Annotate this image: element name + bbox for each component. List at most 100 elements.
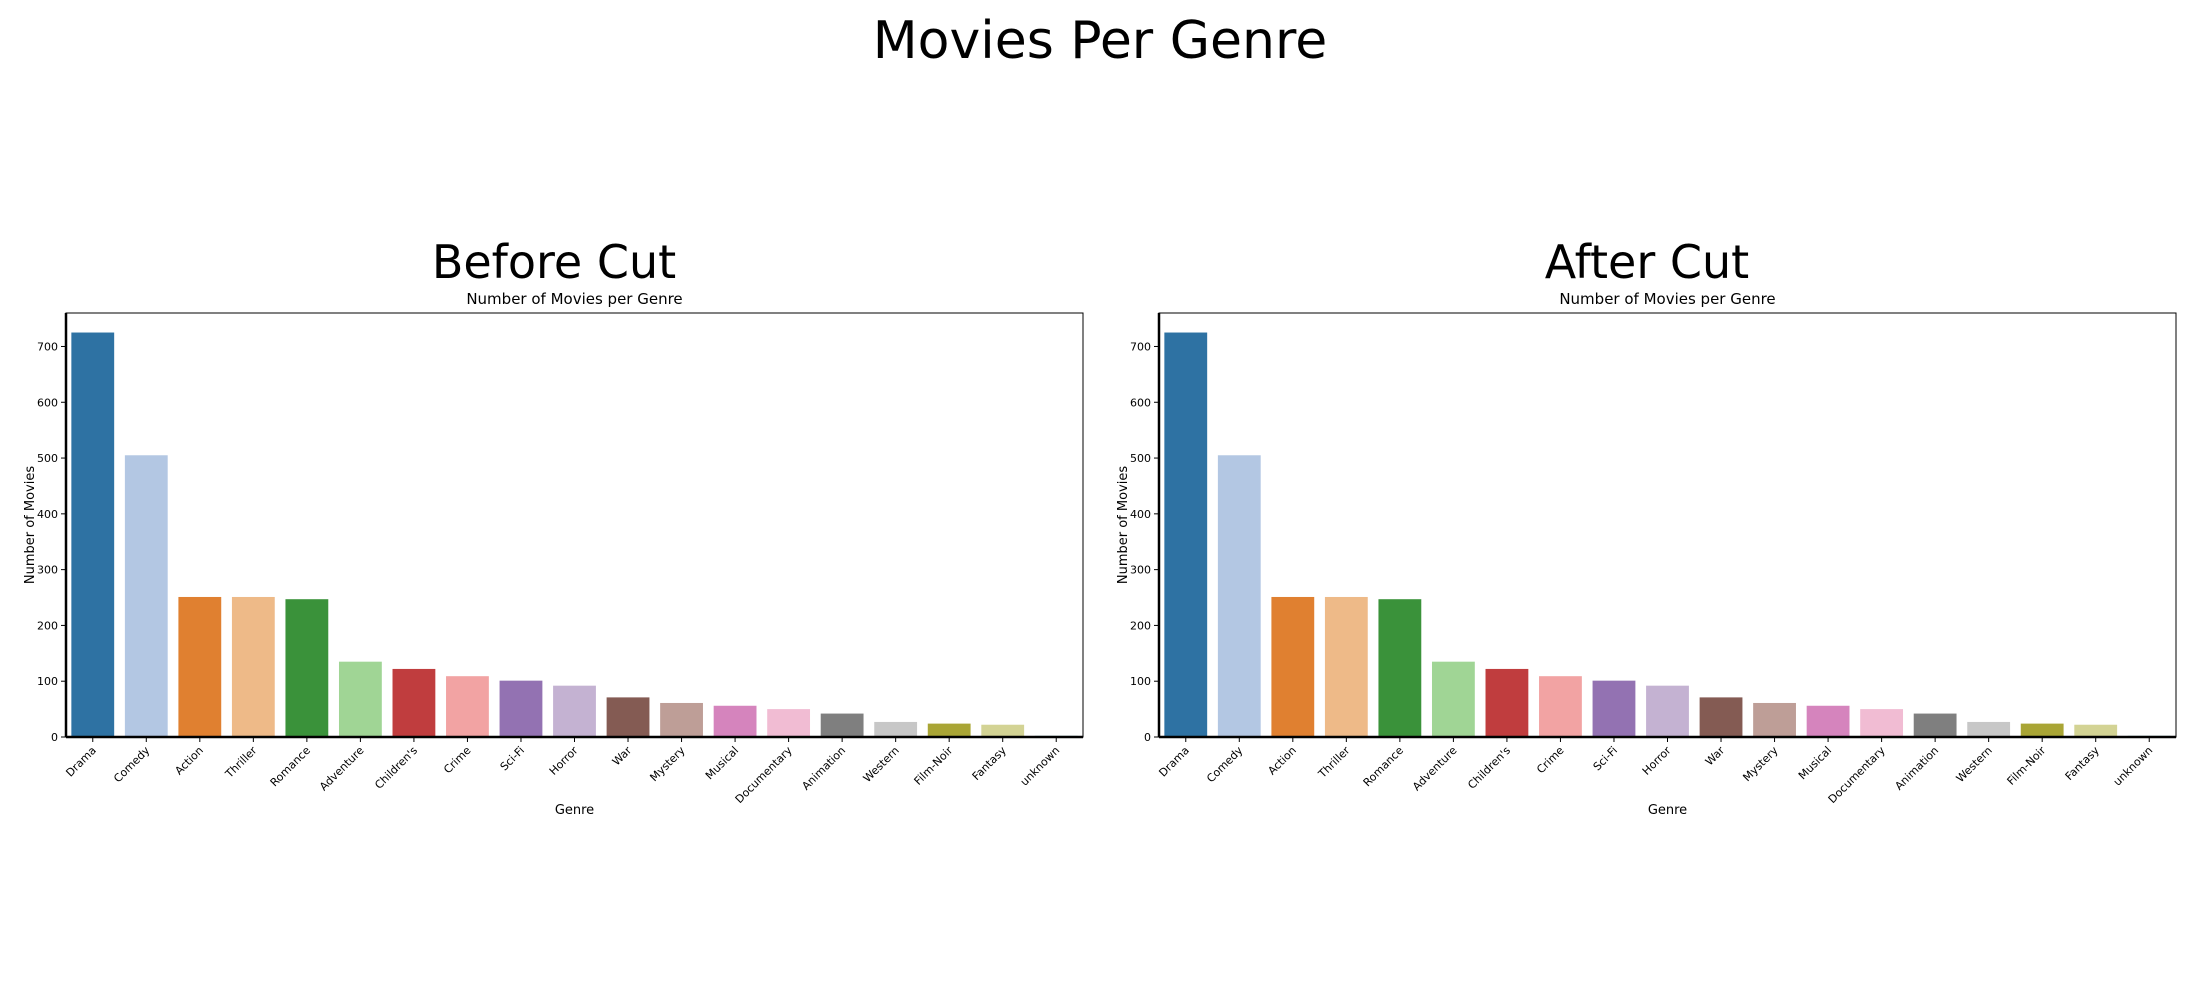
x-tick-label: War [610, 744, 635, 769]
bar-thriller [1324, 596, 1368, 737]
panel-heading: After Cut [1544, 235, 1750, 289]
x-tick-label: Western [1954, 744, 1995, 785]
bar-children-s [392, 668, 436, 737]
x-tick-label: Thriller [1315, 744, 1353, 782]
bar-horror [553, 685, 596, 737]
x-tick-label: Documentary [733, 744, 795, 806]
x-tick-label: Mystery [647, 744, 688, 785]
bar-adventure [338, 661, 382, 737]
y-tick-label: 300 [1130, 564, 1151, 577]
bar-romance [1378, 599, 1422, 737]
bar-documentary [1860, 709, 1904, 737]
panel-heading: Before Cut [431, 235, 677, 289]
y-tick-label: 500 [37, 452, 58, 465]
bar-adventure [1431, 661, 1475, 737]
bar-sci-fi [499, 680, 543, 737]
x-tick-label: Sci-Fi [498, 744, 527, 773]
chart-title: Number of Movies per Genre [466, 290, 682, 308]
bar-children-s [1485, 668, 1529, 737]
figure-title: Movies Per Genre [872, 11, 1328, 71]
x-tick-label: Thriller [222, 744, 260, 782]
y-tick-label: 200 [37, 619, 58, 632]
bar-comedy [1217, 455, 1261, 737]
bar-mystery [1753, 702, 1796, 737]
y-tick-label: 0 [1144, 731, 1151, 744]
x-tick-label: Western [861, 744, 902, 785]
bar-animation [1913, 713, 1957, 737]
y-axis-label: Number of Movies [1116, 466, 1131, 584]
y-tick-label: 700 [37, 340, 58, 353]
x-tick-label: Musical [703, 744, 741, 782]
y-tick-label: 400 [37, 508, 58, 521]
x-tick-label: Fantasy [2063, 744, 2102, 783]
x-tick-label: Drama [1156, 744, 1191, 779]
x-tick-label: Romance [268, 744, 314, 790]
bar-musical [1806, 705, 1850, 737]
x-tick-label: Children's [372, 744, 420, 792]
bar-film-noir [2020, 723, 2064, 737]
x-tick-label: Crime [441, 744, 474, 777]
bar-fantasy [981, 724, 1025, 737]
x-tick-label: unknown [1018, 744, 1063, 789]
x-tick-label: Romance [1361, 744, 1407, 790]
bar-war [606, 697, 650, 737]
bar-film-noir [927, 723, 971, 737]
y-tick-label: 100 [37, 675, 58, 688]
after-cut-chart: Number of Movies per Genre 0 100 200 300 400 5… [1116, 290, 2177, 818]
x-tick-label: Action [172, 744, 206, 778]
x-tick-label: unknown [2111, 744, 2156, 789]
x-tick-label: War [1703, 744, 1728, 769]
bar-war [1699, 697, 1743, 737]
x-tick-label: Film-Noir [2005, 744, 2049, 788]
bar-western [874, 721, 918, 737]
bar-fantasy [2074, 724, 2118, 737]
x-axis-label: Genre [555, 803, 594, 818]
after-cut-panel: After Cut Number of Movies per Genre 0 100… [1093, 0, 2193, 1000]
bar-romance [285, 599, 329, 737]
x-tick-label: Animation [1892, 744, 1941, 793]
x-tick-label: Horror [547, 744, 581, 778]
x-axis-label: Genre [1648, 803, 1687, 818]
bar-sci-fi [1592, 680, 1636, 737]
y-tick-label: 500 [1130, 452, 1151, 465]
before-cut-panel: Before Cut Number of Movies per Genre 0 10… [23, 235, 1084, 818]
x-tick-label: Children's [1465, 744, 1513, 792]
x-tick-label: Mystery [1740, 744, 1781, 785]
x-tick-label: Crime [1534, 744, 1567, 777]
bar-horror [1646, 685, 1689, 737]
y-tick-label: 700 [1130, 340, 1151, 353]
y-tick-label: 600 [37, 396, 58, 409]
y-tick-label: 0 [51, 731, 58, 744]
chart-title: Number of Movies per Genre [1559, 290, 1775, 308]
x-tick-label: Drama [63, 744, 98, 779]
x-tick-label: Action [1265, 744, 1299, 778]
x-tick-label: Musical [1796, 744, 1834, 782]
x-tick-label: Adventure [317, 744, 367, 794]
x-tick-label: Fantasy [970, 744, 1009, 783]
y-tick-label: 400 [1130, 508, 1151, 521]
bar-crime [1539, 676, 1582, 737]
y-tick-label: 300 [37, 564, 58, 577]
x-tick-label: Film-Noir [912, 744, 956, 788]
y-tick-label: 100 [1130, 675, 1151, 688]
x-tick-label: Sci-Fi [1591, 744, 1620, 773]
x-tick-label: Horror [1640, 744, 1674, 778]
bar-drama [1164, 332, 1208, 737]
before-cut-chart: Number of Movies per Genre 0 100 200 300 400 5… [23, 290, 1084, 818]
bar-comedy [124, 455, 168, 737]
y-tick-label: 200 [1130, 619, 1151, 632]
bar-crime [446, 676, 489, 737]
bar-drama [71, 332, 115, 737]
bar-animation [820, 713, 864, 737]
bar-documentary [767, 709, 811, 737]
y-tick-label: 600 [1130, 396, 1151, 409]
bar-action [1271, 596, 1315, 737]
x-tick-label: Documentary [1826, 744, 1888, 806]
bar-western [1967, 721, 2011, 737]
x-tick-label: Comedy [1204, 744, 1246, 786]
bar-action [178, 596, 222, 737]
x-tick-label: Adventure [1410, 744, 1460, 794]
x-tick-label: Comedy [111, 744, 153, 786]
bar-musical [713, 705, 757, 737]
x-tick-label: Animation [799, 744, 848, 793]
